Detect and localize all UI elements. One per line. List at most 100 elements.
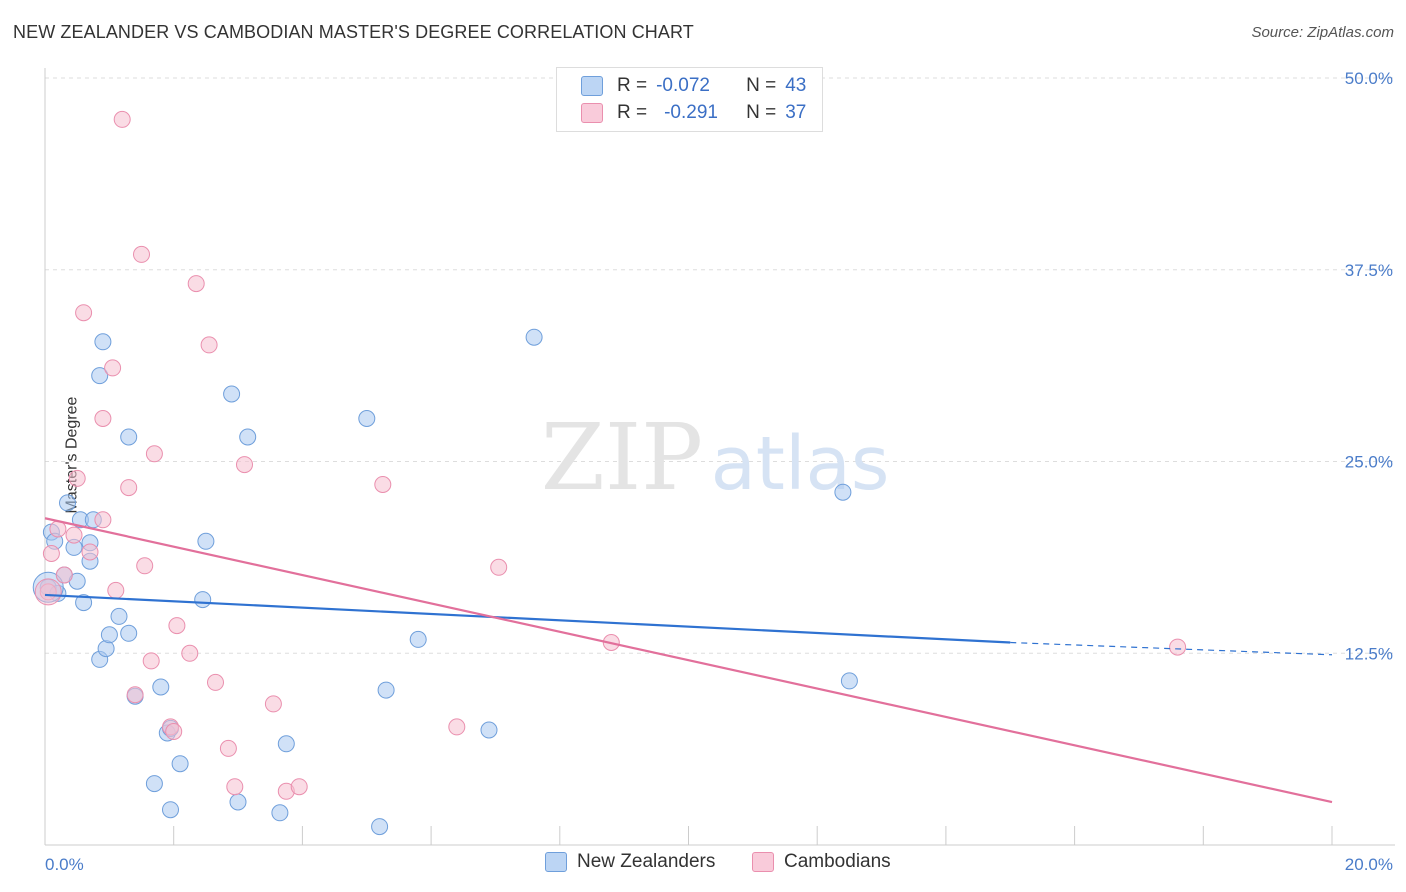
new-zealander-point: [409, 630, 427, 648]
cambodian-point: [145, 445, 163, 463]
new-zealander-point: [145, 775, 163, 793]
legend-label-cambodians: Cambodians: [784, 851, 891, 872]
cambodian-point: [219, 739, 237, 757]
new-zealander-point: [120, 624, 138, 642]
legend-n-value: 43: [785, 75, 807, 96]
new-zealander-point: [120, 428, 138, 446]
y-tick-label: 37.5%: [1345, 261, 1393, 280]
cambodian-trend-line: [44, 517, 1333, 804]
legend-row-new-zealanders: R = -0.072 N = 43: [581, 75, 806, 97]
cambodian-point: [133, 245, 150, 263]
cambodian-point: [1169, 638, 1187, 656]
watermark-zip: ZIP: [541, 404, 703, 511]
cambodian-point: [200, 336, 218, 354]
legend-item-new-zealanders[interactable]: New Zealanders: [545, 851, 715, 873]
legend-swatch-blue: [581, 76, 603, 96]
new-zealander-point: [59, 494, 76, 512]
legend-r-label: R =: [617, 102, 648, 123]
y-tick-label: 12.5%: [1345, 644, 1393, 663]
new-zealander-point: [152, 678, 170, 696]
new-zealander-point: [91, 367, 109, 385]
new-zealander-point: [525, 328, 543, 346]
cambodian-point: [94, 511, 112, 529]
new-zealander-point: [271, 804, 289, 822]
stats-legend: R = -0.072 N = 43 R = -0.291 N = 37: [556, 67, 823, 132]
legend-r-label: R =: [617, 75, 648, 96]
legend-row-cambodians: R = -0.291 N = 37: [581, 102, 806, 124]
cambodian-point: [142, 652, 160, 670]
cambodian-point: [490, 558, 508, 576]
new-zealander-point: [229, 793, 247, 811]
cambodian-point: [113, 110, 131, 128]
y-tick-label: 25.0%: [1345, 453, 1393, 472]
cambodian-point: [165, 723, 183, 740]
legend-label-new-zealanders: New Zealanders: [577, 851, 716, 872]
x-tick-label-min: 0.0%: [45, 855, 84, 874]
new-zealander-point: [223, 385, 241, 403]
cambodian-point: [168, 617, 186, 635]
legend-r-value: -0.072: [656, 75, 710, 96]
axes: [44, 68, 1395, 846]
new-zealander-point: [371, 818, 389, 836]
new-zealander-point: [377, 681, 395, 699]
cambodian-point: [75, 304, 93, 322]
new-zealander-trend-extension: [1010, 641, 1333, 656]
cambodian-point: [374, 476, 392, 493]
new-zealander-point: [110, 607, 128, 625]
new-zealander-point: [194, 591, 212, 609]
trend-lines: [44, 517, 1333, 804]
cambodian-point: [94, 410, 112, 427]
cambodian-point: [181, 644, 199, 662]
legend-n-label: N =: [746, 75, 777, 96]
legend-r-value: -0.291: [664, 102, 718, 123]
gridlines: [45, 77, 1395, 654]
cambodian-point: [226, 778, 244, 796]
cambodian-point: [264, 695, 282, 713]
cambodian-point: [42, 545, 60, 562]
cambodian-point: [448, 718, 466, 736]
legend-n-value: 37: [785, 102, 807, 123]
x-tick-label-max: 20.0%: [1345, 855, 1393, 874]
series-cambodians: [34, 110, 1187, 800]
new-zealander-point: [97, 640, 115, 658]
legend-swatch-pink: [581, 103, 603, 123]
watermark-atlas: atlas: [711, 421, 890, 507]
y-tick-label: 50.0%: [1345, 69, 1393, 88]
new-zealander-point: [480, 721, 498, 739]
new-zealander-point: [277, 735, 295, 753]
new-zealander-point: [100, 626, 118, 644]
cambodian-point: [120, 479, 138, 497]
series-legend: New Zealanders Cambodians: [0, 851, 1406, 877]
cambodian-point: [136, 557, 154, 575]
cambodian-point: [107, 581, 125, 599]
tick-labels: 12.5% 25.0% 37.5% 50.0% 0.0% 20.0%: [45, 69, 1393, 874]
legend-n-label: N =: [746, 102, 777, 123]
new-zealander-trend-line: [44, 593, 1011, 644]
cambodian-point: [68, 469, 86, 487]
new-zealander-point: [94, 333, 112, 351]
legend-swatch-blue: [545, 852, 567, 872]
cambodian-point: [126, 686, 144, 704]
new-zealander-point: [171, 755, 189, 773]
new-zealander-point: [162, 801, 179, 819]
cambodian-point: [34, 578, 62, 606]
source-label: Source: ZipAtlas.com: [1251, 24, 1394, 41]
legend-swatch-pink: [752, 852, 774, 872]
cambodian-point: [236, 456, 253, 474]
new-zealander-point: [358, 410, 376, 427]
cambodian-point: [55, 566, 73, 584]
watermark: ZIP atlas: [541, 404, 890, 511]
chart-title: NEW ZEALANDER VS CAMBODIAN MASTER'S DEGR…: [13, 22, 694, 42]
cambodian-point: [187, 275, 205, 293]
new-zealander-point: [75, 594, 93, 612]
cambodian-point: [290, 778, 308, 796]
cambodian-point: [104, 359, 122, 377]
cambodian-point: [81, 543, 99, 561]
new-zealander-point: [834, 483, 852, 501]
legend-item-cambodians[interactable]: Cambodians: [752, 851, 891, 873]
series-new-zealanders: [32, 328, 858, 836]
cambodian-point: [65, 526, 83, 544]
cambodian-point: [207, 673, 224, 691]
new-zealander-point: [840, 672, 858, 690]
